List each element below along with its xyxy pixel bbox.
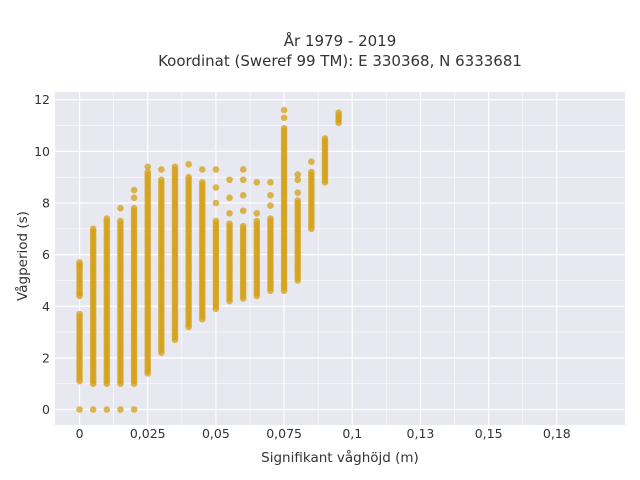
data-point xyxy=(294,176,302,184)
data-point xyxy=(117,217,124,225)
data-point xyxy=(76,310,83,318)
y-tick-label: 8 xyxy=(42,196,50,211)
data-point xyxy=(239,191,247,199)
data-point xyxy=(226,194,233,202)
x-tick-label: 0,13 xyxy=(407,426,435,441)
y-tick-label: 2 xyxy=(42,350,50,365)
data-point xyxy=(280,114,288,122)
data-point xyxy=(130,204,138,212)
data-point xyxy=(144,163,152,171)
data-point xyxy=(144,168,152,176)
data-point xyxy=(117,204,124,212)
x-tick-label: 0,025 xyxy=(130,426,166,441)
data-point xyxy=(76,290,83,297)
x-tick-label: 0,1 xyxy=(342,426,362,441)
data-point xyxy=(76,406,83,413)
data-point xyxy=(335,109,342,116)
data-point xyxy=(267,179,274,186)
y-tick-label: 4 xyxy=(42,299,50,314)
x-tick-label: 0 xyxy=(76,426,84,441)
data-point xyxy=(226,176,233,184)
data-point xyxy=(198,179,206,186)
data-point xyxy=(171,163,179,171)
data-point xyxy=(308,158,315,165)
data-point xyxy=(239,176,247,184)
data-point xyxy=(198,166,206,173)
data-point xyxy=(212,199,220,207)
y-tick-label: 10 xyxy=(34,144,50,159)
chart-title-line-1: År 1979 - 2019 xyxy=(284,31,397,50)
x-tick-label: 0,15 xyxy=(475,426,503,441)
data-point xyxy=(130,406,138,413)
y-tick-label: 12 xyxy=(34,92,50,107)
data-point xyxy=(130,186,138,194)
data-point xyxy=(267,215,274,222)
data-point xyxy=(294,197,302,204)
data-point xyxy=(117,406,124,413)
data-point xyxy=(130,194,138,202)
data-point xyxy=(239,207,247,215)
data-point xyxy=(280,106,288,114)
data-point xyxy=(185,160,192,168)
y-tick-label: 0 xyxy=(42,402,50,417)
data-point xyxy=(267,191,274,199)
data-point xyxy=(76,261,83,269)
data-point xyxy=(89,406,97,413)
data-point xyxy=(103,406,111,413)
data-points xyxy=(76,106,342,413)
data-point xyxy=(103,215,111,222)
data-point xyxy=(294,189,302,196)
data-point xyxy=(253,217,261,225)
data-point xyxy=(239,222,247,230)
data-point xyxy=(212,184,220,191)
data-point xyxy=(212,217,220,225)
data-point xyxy=(212,166,220,173)
data-point xyxy=(321,135,329,142)
data-point xyxy=(226,220,233,227)
data-point xyxy=(185,173,192,181)
data-point xyxy=(158,176,165,184)
data-point xyxy=(294,171,302,178)
x-tick-label: 0,075 xyxy=(266,426,302,441)
chart-title-line-2: Koordinat (Sweref 99 TM): E 330368, N 63… xyxy=(158,52,522,70)
data-point xyxy=(226,210,233,217)
x-axis-title: Signifikant våghöjd (m) xyxy=(261,449,419,466)
x-tick-label: 0,18 xyxy=(543,426,571,441)
data-point xyxy=(253,210,261,217)
y-axis-title: Vågperiod (s) xyxy=(14,211,31,301)
y-tick-label: 6 xyxy=(42,247,50,262)
plot-area xyxy=(55,92,625,425)
data-point xyxy=(158,166,165,173)
data-point xyxy=(253,179,261,186)
data-point xyxy=(308,168,315,176)
tick-labels: 0 0,025 0,05 0,075 0,1 0,13 0,15 0,18 0 2 4 6 8 10 12 xyxy=(34,92,571,441)
data-point xyxy=(89,225,97,233)
data-point xyxy=(280,124,288,132)
data-point xyxy=(267,202,274,209)
x-tick-label: 0,05 xyxy=(202,426,230,441)
data-point xyxy=(239,166,247,173)
